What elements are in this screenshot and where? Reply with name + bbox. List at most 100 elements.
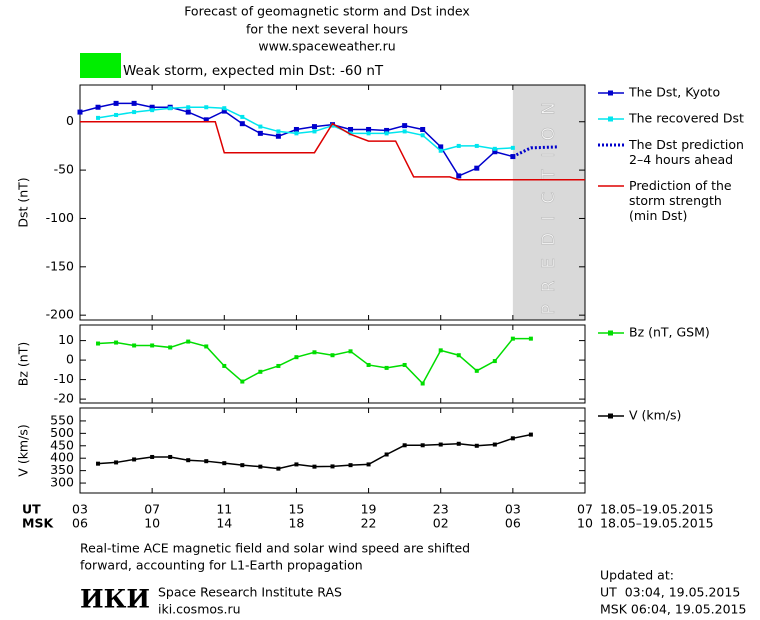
data-point [275, 133, 281, 139]
data-point [204, 459, 209, 464]
data-point [276, 466, 281, 471]
panel-frame [79, 407, 586, 494]
ut-tick-label: 03 [72, 502, 88, 517]
data-point [366, 362, 371, 367]
legend-label: The Dst, Kyoto [628, 85, 720, 100]
institute-url: iki.cosmos.ru [158, 602, 241, 617]
data-point [348, 463, 353, 468]
data-point [402, 123, 408, 129]
data-point [474, 143, 479, 148]
data-point [402, 443, 407, 448]
data-point [294, 462, 299, 467]
y-tick-label: -100 [46, 210, 74, 225]
data-point [311, 124, 317, 130]
data-point [510, 145, 515, 150]
data-point [77, 109, 83, 115]
data-point [240, 114, 245, 119]
y-tick-label: 300 [50, 475, 74, 490]
data-point [438, 348, 443, 353]
data-point [168, 345, 173, 350]
data-point [149, 104, 155, 110]
data-point [203, 117, 209, 123]
data-point [258, 369, 263, 374]
legend-label: Prediction of the storm strength (min Dst) [629, 178, 732, 223]
data-point [240, 463, 245, 468]
data-point [438, 442, 443, 447]
data-point [222, 106, 227, 111]
msk-tick-label: 10 [577, 516, 593, 531]
data-point [114, 460, 119, 465]
y-tick-label: 550 [50, 412, 74, 427]
y-tick-label: 500 [50, 425, 74, 440]
data-point [186, 339, 191, 344]
ut-label: UT [22, 502, 41, 517]
data-point [510, 436, 515, 441]
updated-line: Updated at: [600, 568, 674, 583]
legend-label: Bz (nT, GSM) [629, 325, 710, 340]
data-point [402, 129, 407, 134]
data-point [168, 106, 173, 111]
data-point [492, 359, 497, 364]
legend-marker [608, 90, 613, 96]
title-line: Forecast of geomagnetic storm and Dst in… [184, 4, 470, 19]
data-point [510, 336, 515, 341]
data-point [132, 110, 137, 115]
y-tick-label: -50 [54, 162, 74, 177]
data-point [240, 379, 245, 384]
data-point [96, 115, 101, 120]
data-point [438, 144, 444, 150]
data-point [366, 462, 371, 467]
data-point [384, 452, 389, 457]
data-point [294, 131, 299, 136]
data-point [474, 368, 479, 373]
y-tick-label: 450 [50, 437, 74, 452]
data-point [528, 336, 533, 341]
data-point [348, 131, 353, 136]
data-point [312, 464, 317, 469]
data-point [221, 108, 227, 114]
data-point [366, 131, 371, 136]
data-point [113, 100, 119, 106]
y-axis-label: Bz (nT) [16, 342, 31, 386]
data-point [438, 148, 443, 153]
y-tick-label: -10 [54, 371, 74, 386]
y-tick-label: 0 [66, 113, 74, 128]
data-point [456, 353, 461, 358]
prediction-region [512, 85, 585, 320]
updated-line: UT 03:04, 19.05.2015 [600, 585, 740, 600]
msk-tick-label: 18 [288, 516, 304, 531]
data-point [384, 127, 390, 133]
data-point [293, 126, 299, 132]
data-point [312, 350, 317, 355]
institute-name: Space Research Institute RAS [158, 585, 342, 600]
y-tick-label: 0 [66, 352, 74, 367]
data-point [420, 443, 425, 448]
data-point [150, 343, 155, 348]
data-point [96, 461, 101, 466]
legend-label: The recovered Dst [628, 111, 744, 126]
data-point [456, 173, 462, 179]
data-point [384, 365, 389, 370]
data-point [492, 442, 497, 447]
data-point [185, 109, 191, 115]
data-point [330, 464, 335, 469]
title-line: www.spaceweather.ru [258, 39, 395, 54]
data-point [114, 340, 119, 345]
data-point [257, 130, 263, 136]
data-point [492, 149, 498, 155]
data-point [96, 341, 101, 346]
msk-tick-label: 10 [144, 516, 160, 531]
data-point [168, 454, 173, 459]
legend-marker [608, 413, 613, 419]
data-point [402, 362, 407, 367]
panel-frame [79, 324, 586, 404]
series-line [97, 337, 531, 385]
data-point [132, 457, 137, 462]
y-axis-label: V (km/s) [16, 424, 31, 476]
data-point [420, 133, 425, 138]
data-point [456, 143, 461, 148]
data-point [348, 126, 354, 132]
legend-label: The Dst prediction 2–4 hours ahead [628, 137, 744, 167]
legend-label: V (km/s) [629, 408, 681, 423]
logo: ИКИ [80, 585, 150, 614]
